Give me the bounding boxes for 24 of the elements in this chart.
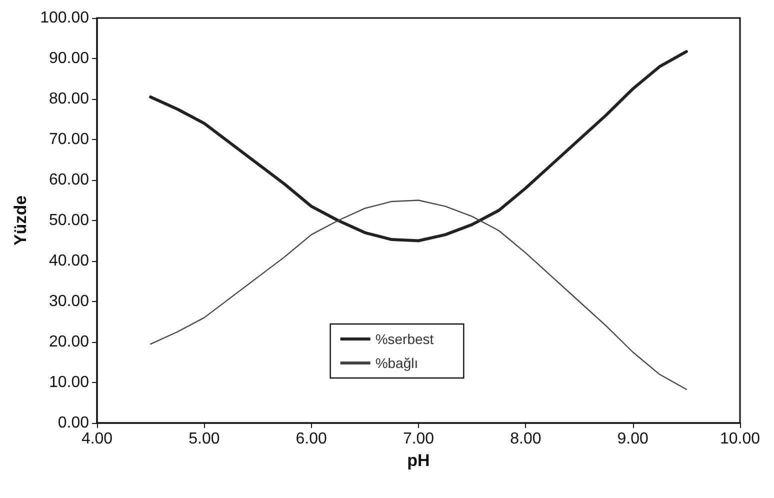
y-tick-label: 50.00 [48,212,90,229]
x-tick-label: 7.00 [402,430,434,448]
y-tick-label: 100.00 [40,10,90,26]
y-tick-label: 0.00 [58,414,90,432]
line-series [150,200,688,390]
y-tick-label: 80.00 [48,90,90,108]
x-tick-label: 5.00 [188,430,220,448]
x-tick-label: 6.00 [296,430,328,448]
x-axis-title: pH [407,450,430,470]
y-tick-label: 20.00 [48,334,90,350]
legend-label: %bağlı [375,355,418,371]
y-tick-label: 10.00 [48,374,90,391]
line-series [149,50,688,242]
x-tick-label: 4.00 [81,430,113,448]
x-tick-label: 9.00 [617,430,649,448]
legend-label: %serbest [375,331,434,347]
y-axis-title: Yüzde [11,195,30,246]
y-tick-label: 30.00 [48,293,90,310]
y-tick-label: 40.00 [48,252,90,270]
x-tick-label: 8.00 [510,430,542,448]
y-tick-label: 70.00 [48,131,90,148]
y-tick-label: 60.00 [48,172,90,188]
y-tick-label: 90.00 [48,50,90,67]
x-tick-label: 10.00 [720,430,760,448]
